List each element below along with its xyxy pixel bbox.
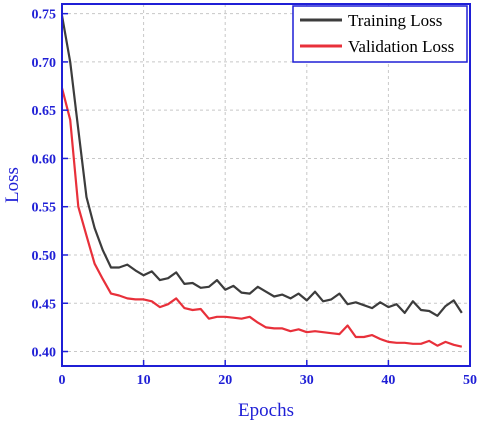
x-tick-label: 50 bbox=[463, 373, 477, 388]
plot-frame bbox=[61, 3, 471, 367]
y-tick-label: 0.75 bbox=[32, 8, 57, 23]
y-axis-label: Loss bbox=[2, 167, 23, 203]
legend-label-training-loss: Training Loss bbox=[348, 11, 442, 30]
x-tick-label: 0 bbox=[59, 373, 66, 388]
y-tick-label: 0.60 bbox=[32, 152, 57, 167]
series-line-validation-loss bbox=[60, 87, 463, 348]
y-tick-label: 0.40 bbox=[32, 346, 57, 361]
x-tick-label: 10 bbox=[137, 373, 151, 388]
y-tick-label: 0.55 bbox=[32, 201, 57, 216]
series-line-training-loss bbox=[60, 15, 463, 317]
series-lines bbox=[60, 15, 463, 348]
x-tick-label: 40 bbox=[381, 373, 395, 388]
legend-box bbox=[292, 5, 468, 63]
y-tick-label: 0.65 bbox=[32, 104, 57, 119]
axis-ticks: 0 10 20 30 40 50 0.40 0.45 0.50 0.55 0.60 0.65 0.70 0… bbox=[32, 8, 478, 388]
y-tick-label: 0.45 bbox=[32, 297, 57, 312]
y-tick-label: 0.50 bbox=[32, 249, 57, 264]
x-tick-label: 20 bbox=[218, 373, 232, 388]
legend-label-validation-loss: Validation Loss bbox=[348, 37, 454, 56]
x-tick-label: 30 bbox=[300, 373, 314, 388]
x-axis-label: Epochs bbox=[238, 400, 294, 421]
grid-lines bbox=[62, 4, 470, 366]
y-tick-label: 0.70 bbox=[32, 56, 57, 71]
legend: Training Loss Validation Loss bbox=[292, 5, 468, 63]
